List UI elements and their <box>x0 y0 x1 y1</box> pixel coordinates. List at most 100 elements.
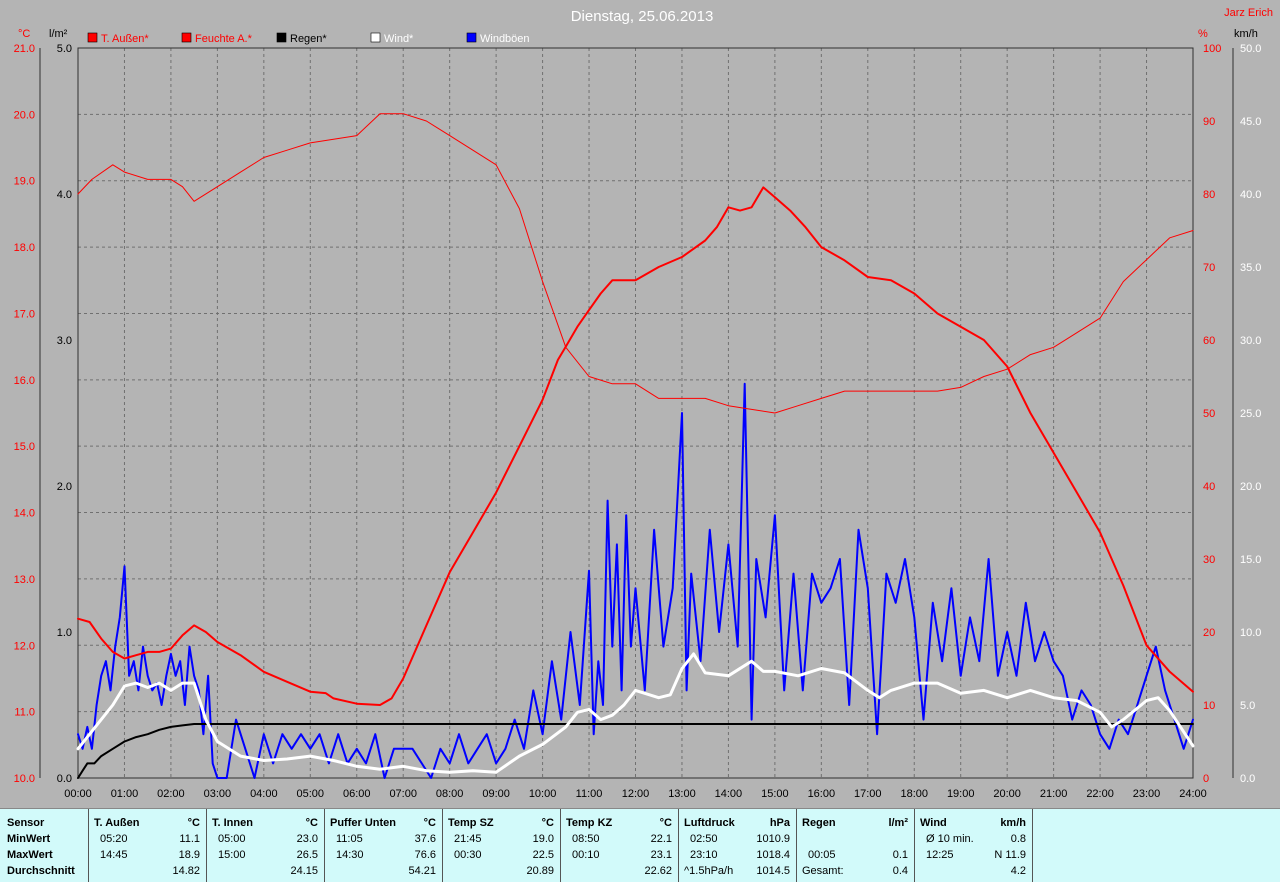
data-point <box>798 405 799 406</box>
data-point <box>793 573 794 574</box>
stats-avg-prefix: Gesamt: <box>802 865 844 877</box>
data-point <box>960 326 961 327</box>
data-point <box>1193 719 1194 720</box>
data-point <box>91 748 92 749</box>
data-point <box>426 121 427 122</box>
data-point <box>124 686 125 687</box>
stats-avg-value: 4.2 <box>1010 865 1026 877</box>
data-point <box>245 748 246 749</box>
data-point <box>740 210 741 211</box>
data-point <box>240 655 241 656</box>
stats-column: Wind km/h Ø 10 min. 0.8 12:25 N 11.9 4.2 <box>914 809 1033 882</box>
data-point <box>542 399 543 400</box>
rain-tick-label: 2.0 <box>57 481 72 493</box>
data-point <box>112 164 113 165</box>
temp-tick-label: 21.0 <box>14 43 35 55</box>
data-point <box>612 715 613 716</box>
data-point <box>905 559 906 560</box>
data-point <box>728 544 729 545</box>
temp-tick-label: 18.0 <box>14 242 35 254</box>
data-point <box>182 683 183 684</box>
data-point <box>844 391 845 392</box>
legend-label: T. Außen* <box>101 33 149 45</box>
data-point <box>263 157 264 158</box>
data-point <box>496 164 497 165</box>
data-point <box>472 150 473 151</box>
stats-row-label: Durchschnitt <box>7 865 75 877</box>
data-point <box>119 617 120 618</box>
data-point <box>194 625 195 626</box>
data-point <box>1100 318 1101 319</box>
wind-tick-label: 5.0 <box>1240 700 1255 712</box>
data-point <box>391 698 392 699</box>
stats-row-label: Sensor <box>7 817 45 829</box>
stats-max-time: 14:30 <box>336 849 364 861</box>
rain-tick-label: 0.0 <box>57 773 72 785</box>
data-point <box>519 446 520 447</box>
stats-avg-prefix: ^1.5hPa/h <box>684 865 734 877</box>
stats-row-label: MinWert <box>7 833 51 845</box>
stats-column-unit: l/m² <box>888 817 908 829</box>
data-point <box>217 642 218 643</box>
stats-max-time: 14:45 <box>100 849 128 861</box>
temp-tick-label: 17.0 <box>14 308 35 320</box>
data-point <box>1053 697 1054 698</box>
data-point <box>937 313 938 314</box>
stats-avg-value: 20.89 <box>526 865 554 877</box>
stats-min-value: 1010.9 <box>756 833 790 845</box>
time-tick-label: 22:00 <box>1086 788 1114 800</box>
legend-swatch <box>466 32 477 43</box>
data-point <box>774 671 775 672</box>
stats-column-name: Wind <box>920 817 947 829</box>
time-tick-label: 07:00 <box>389 788 417 800</box>
data-point <box>184 705 185 706</box>
data-point <box>1081 690 1082 691</box>
data-point <box>449 135 450 136</box>
data-point <box>719 632 720 633</box>
data-point <box>147 734 148 735</box>
data-point <box>310 756 311 757</box>
data-point <box>159 651 160 652</box>
data-point <box>166 675 167 676</box>
data-point <box>78 748 79 749</box>
data-point <box>839 559 840 560</box>
data-point <box>1169 237 1170 238</box>
data-point <box>333 760 334 761</box>
time-tick-label: 17:00 <box>854 788 882 800</box>
data-point <box>101 756 102 757</box>
data-point <box>654 529 655 530</box>
temp-tick-label: 10.0 <box>14 773 35 785</box>
data-point <box>691 573 692 574</box>
data-point <box>136 683 137 684</box>
stats-min-time: 02:50 <box>690 833 718 845</box>
legend-label: Wind* <box>384 33 414 45</box>
data-point <box>380 113 381 114</box>
data-point <box>598 661 599 662</box>
data-point <box>983 376 984 377</box>
data-point <box>784 690 785 691</box>
data-point <box>630 646 631 647</box>
data-point <box>519 208 520 209</box>
data-point <box>812 573 813 574</box>
data-point <box>182 725 183 726</box>
data-point <box>1146 675 1147 676</box>
data-point <box>333 698 334 699</box>
data-point <box>273 763 274 764</box>
data-point <box>147 675 148 676</box>
time-tick-label: 08:00 <box>436 788 464 800</box>
time-tick-label: 06:00 <box>343 788 371 800</box>
data-point <box>384 778 385 779</box>
data-point <box>700 661 701 662</box>
stats-column: T. Außen °C 05:20 11.1 14:45 18.9 14.82 <box>88 809 207 882</box>
data-point <box>170 648 171 649</box>
stats-column-unit: hPa <box>769 817 790 829</box>
time-tick-label: 16:00 <box>808 788 836 800</box>
data-point <box>325 693 326 694</box>
data-point <box>449 763 450 764</box>
data-point <box>914 293 915 294</box>
stats-max-value: 22.5 <box>532 849 554 861</box>
data-point <box>136 737 137 738</box>
stats-column-name: Regen <box>802 817 836 829</box>
data-point <box>263 760 264 761</box>
data-point <box>821 668 822 669</box>
